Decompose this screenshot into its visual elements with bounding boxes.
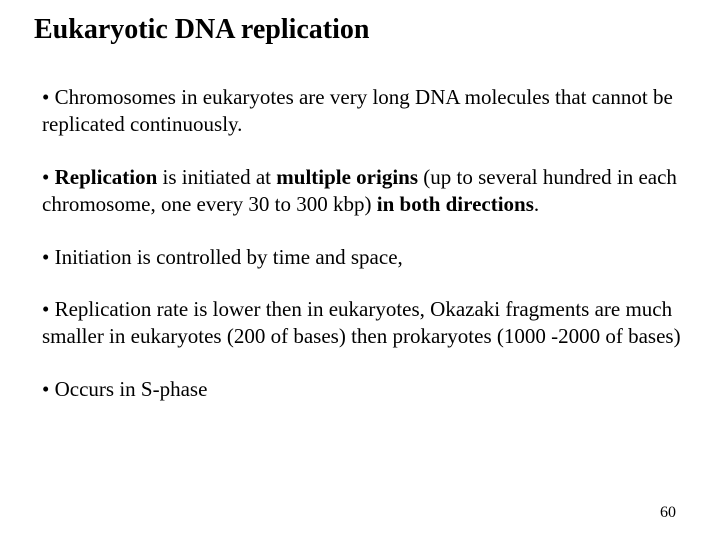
bullet-dot: • [42, 245, 55, 269]
bullet-text: is initiated at [157, 165, 276, 189]
bullet-text: Replication rate is lower then in eukary… [42, 297, 681, 348]
bullet-3: • Initiation is controlled by time and s… [30, 244, 690, 271]
bullet-5: • Occurs in S-phase [30, 376, 690, 403]
bullet-dot: • [42, 377, 55, 401]
slide-title: Eukaryotic DNA replication [34, 14, 690, 46]
bullet-text: Initiation is controlled by time and spa… [55, 245, 403, 269]
bullet-dot: • [42, 165, 55, 189]
bullet-text: Chromosomes in eukaryotes are very long … [42, 85, 673, 136]
bullet-4: • Replication rate is lower then in euka… [30, 296, 690, 350]
page-number: 60 [660, 504, 676, 522]
bullet-2: • Replication is initiated at multiple o… [30, 164, 690, 218]
bullet-text-bold: Replication [55, 165, 158, 189]
bullet-text-bold: in both directions [377, 192, 534, 216]
bullet-dot: • [42, 297, 55, 321]
bullet-dot: • [42, 85, 55, 109]
bullet-text-bold: multiple origins [276, 165, 418, 189]
bullet-text: Occurs in S-phase [55, 377, 208, 401]
bullet-text: . [534, 192, 539, 216]
bullet-1: • Chromosomes in eukaryotes are very lon… [30, 84, 690, 138]
